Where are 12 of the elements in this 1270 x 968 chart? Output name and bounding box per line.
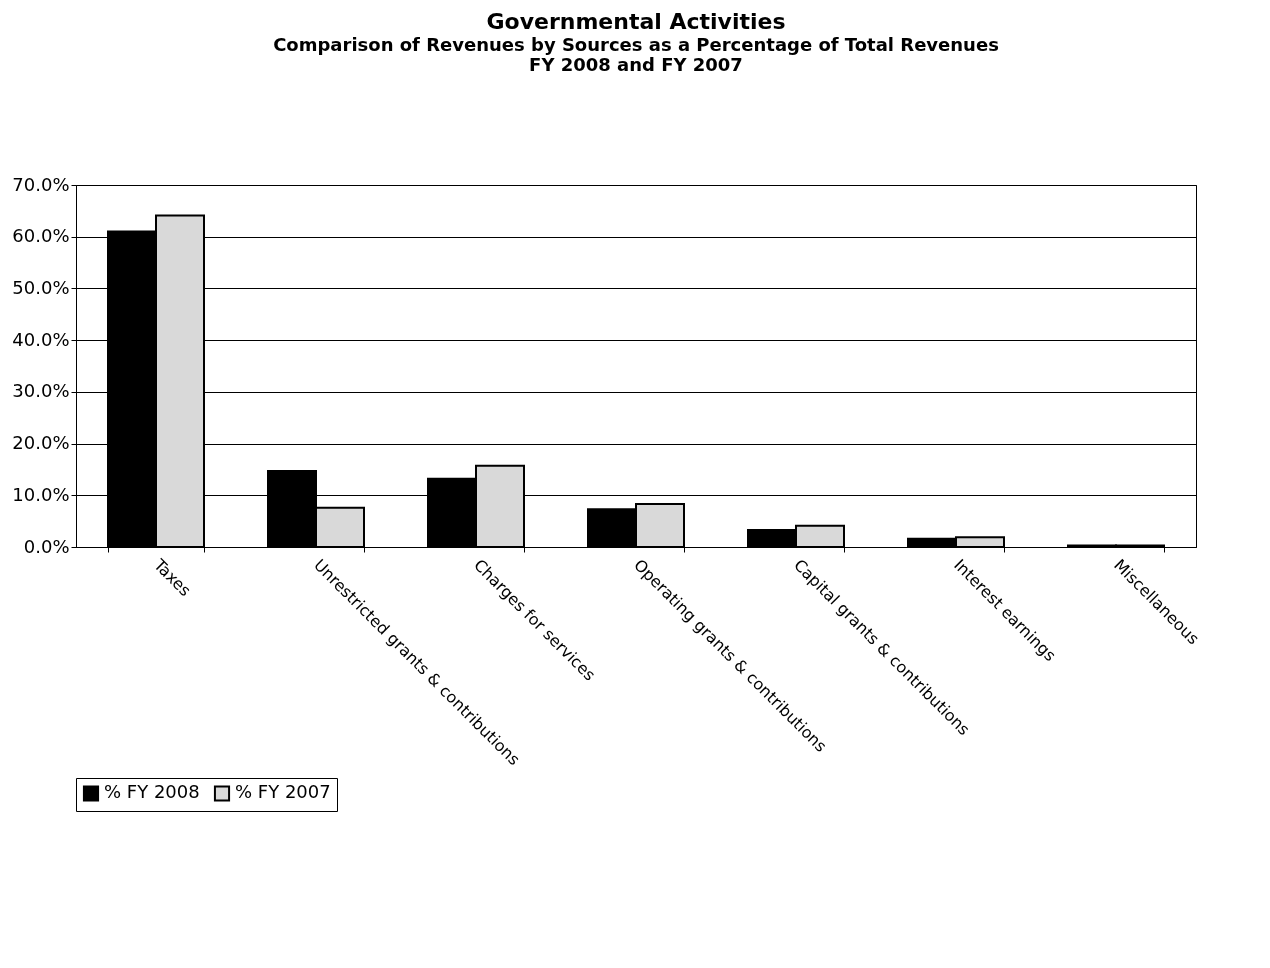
legend-label: % FY 2007: [235, 781, 331, 803]
y-tick-label: 70.0%: [12, 173, 70, 195]
y-tick-label: 20.0%: [12, 432, 70, 454]
chart-title: Governmental Activities: [486, 9, 786, 34]
y-tick-label: 10.0%: [12, 483, 70, 505]
chart-subtitle: Comparison of Revenues by Sources as a Percentage of Total Revenues FY 2008 and FY 2007: [273, 34, 999, 75]
y-tick-label: 40.0%: [12, 328, 70, 350]
y-tick-label: 0.0%: [23, 535, 70, 557]
y-tick-label: 30.0%: [12, 380, 70, 402]
legend-label: % FY 2008: [104, 781, 200, 803]
y-tick-label: 60.0%: [12, 225, 70, 247]
y-tick-label: 50.0%: [12, 276, 70, 298]
